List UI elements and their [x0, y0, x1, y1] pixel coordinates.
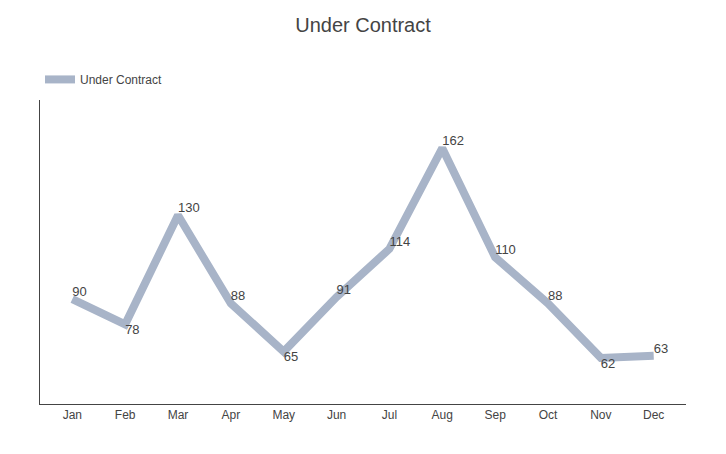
svg-text:Jan: Jan	[63, 408, 82, 422]
svg-text:63: 63	[654, 341, 668, 356]
svg-text:162: 162	[442, 133, 464, 148]
svg-text:88: 88	[231, 288, 245, 303]
svg-text:62: 62	[601, 356, 615, 371]
svg-text:Under Contract: Under Contract	[80, 73, 162, 87]
svg-text:May: May	[272, 408, 295, 422]
svg-text:Apr: Apr	[222, 408, 241, 422]
svg-text:91: 91	[337, 282, 351, 297]
svg-text:Under Contract: Under Contract	[295, 14, 431, 36]
svg-text:Aug: Aug	[432, 408, 453, 422]
svg-text:Mar: Mar	[168, 408, 189, 422]
svg-text:90: 90	[72, 284, 86, 299]
svg-text:Feb: Feb	[115, 408, 136, 422]
svg-text:88: 88	[548, 288, 562, 303]
svg-text:114: 114	[389, 234, 410, 249]
svg-text:Oct: Oct	[539, 408, 558, 422]
svg-text:Nov: Nov	[590, 408, 611, 422]
svg-text:110: 110	[495, 242, 516, 257]
svg-text:Jul: Jul	[382, 408, 397, 422]
svg-text:Jun: Jun	[327, 408, 346, 422]
svg-text:65: 65	[284, 349, 298, 364]
svg-text:Dec: Dec	[643, 408, 664, 422]
svg-text:78: 78	[125, 322, 139, 337]
svg-text:Sep: Sep	[484, 408, 506, 422]
svg-text:130: 130	[178, 200, 200, 215]
